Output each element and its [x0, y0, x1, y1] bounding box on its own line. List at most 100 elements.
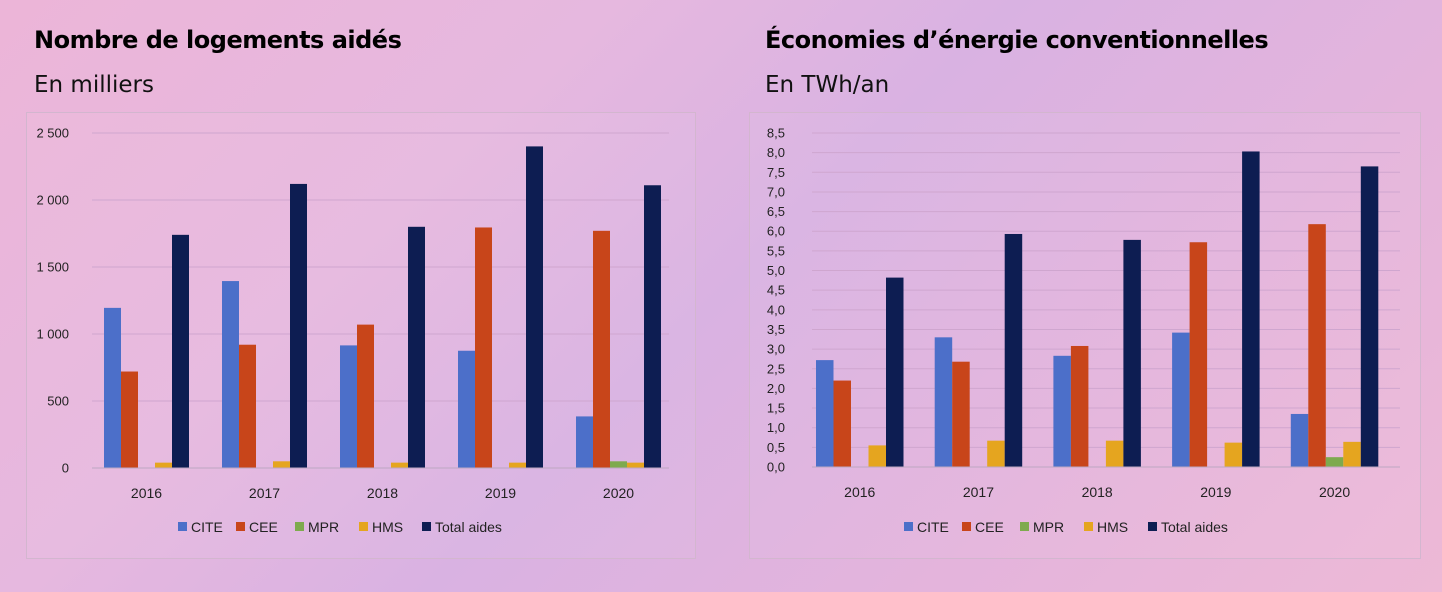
legend-swatch-cee: [236, 522, 245, 531]
legend-swatch-hms: [1084, 522, 1093, 531]
chart-logements: 0 500 1 000 1 500 2 000 2 500 2016 2017 2018 2019…: [36, 126, 669, 535]
legend-label-mpr: MPR: [1033, 519, 1064, 535]
y-tick-label: 4,0: [767, 302, 785, 317]
y-tick-label: 1 000: [36, 327, 69, 342]
bar-hms-2016: [155, 462, 172, 468]
legend-label-cee: CEE: [975, 519, 1004, 535]
legend-label-cite: CITE: [917, 519, 949, 535]
legend-swatch-cite: [178, 522, 187, 531]
y-tick-label: 8,0: [767, 145, 785, 160]
y-tick-label: 3,0: [767, 342, 785, 357]
y-tick-label: 1,0: [767, 420, 785, 435]
legend-swatch-cee: [962, 522, 971, 531]
legend-label-mpr: MPR: [308, 519, 339, 535]
bar-cite-2017: [934, 337, 953, 467]
y-tick-label: 1,5: [767, 401, 785, 416]
x-tick-label: 2016: [131, 485, 162, 501]
y-tick-label: 4,5: [767, 283, 785, 298]
bar-cee-2017: [952, 361, 970, 467]
y-tick-label: 2,0: [767, 381, 785, 396]
legend-swatch-total-aides: [1148, 522, 1157, 531]
bar-cite-2016: [104, 307, 121, 468]
bar-mpr-2020: [610, 461, 627, 468]
y-tick-label: 500: [47, 394, 69, 409]
y-tick-label: 1 500: [36, 260, 69, 275]
x-tick-label: 2017: [249, 485, 280, 501]
y-tick-label: 6,0: [767, 224, 785, 239]
bar-total-aides-2018: [408, 226, 425, 468]
bar-hms-2019: [1224, 442, 1243, 467]
x-tick-label: 2017: [963, 484, 994, 500]
legend-swatch-mpr: [1020, 522, 1029, 531]
x-tick-label: 2020: [1319, 484, 1350, 500]
chart-subtitle-logements: En milliers: [34, 72, 154, 98]
bar-cite-2017: [222, 281, 239, 468]
legend-swatch-total-aides: [422, 522, 431, 531]
bar-cite-2020: [576, 416, 593, 468]
bar-cee-2020: [593, 230, 610, 468]
y-tick-label: 6,5: [767, 204, 785, 219]
bar-cite-2016: [816, 360, 834, 467]
chart-panel-energie: 0,0 0,5 1,0 1,5 2,0 2,5 3,0 3,5 4,0 4,5 5,0 5,5 6,0 6…: [749, 112, 1421, 559]
legend-label-cite: CITE: [191, 519, 223, 535]
y-tick-label: 0: [62, 461, 69, 476]
legend-label-cee: CEE: [249, 519, 278, 535]
bar-hms-2018: [391, 462, 408, 468]
bar-cite-2018: [340, 345, 357, 468]
y-tick-label: 0,5: [767, 440, 785, 455]
legend-label-total-aides: Total aides: [1161, 519, 1228, 535]
bar-hms-2017: [273, 461, 290, 468]
bar-cee-2018: [1070, 345, 1089, 467]
y-tick-label: 5,0: [767, 263, 785, 278]
bar-total-aides-2019: [1242, 151, 1260, 467]
x-tick-label: 2018: [1082, 484, 1113, 500]
chart-panel-logements: 0 500 1 000 1 500 2 000 2 500 2016 2017 2018 2019…: [26, 112, 696, 559]
legend-swatch-hms: [359, 522, 368, 531]
y-tick-label: 5,5: [767, 243, 785, 258]
bar-total-aides-2016: [886, 277, 904, 467]
bar-total-aides-2017: [1004, 233, 1023, 467]
x-tick-label: 2018: [367, 485, 398, 501]
y-tick-label: 7,0: [767, 184, 785, 199]
legend-label-hms: HMS: [372, 519, 403, 535]
y-tick-label: 2 000: [36, 193, 69, 208]
bar-total-aides-2017: [290, 183, 307, 469]
bar-cee-2019: [1189, 242, 1208, 467]
legend-swatch-mpr: [295, 522, 304, 531]
chart-energie: 0,0 0,5 1,0 1,5 2,0 2,5 3,0 3,5 4,0 4,5 5,0 5,5 6,0 6…: [767, 126, 1400, 535]
y-tick-label: 3,5: [767, 322, 785, 337]
legend-label-total-aides: Total aides: [435, 519, 502, 535]
bar-total-aides-2019: [526, 146, 543, 468]
x-tick-label: 2020: [603, 485, 634, 501]
bar-hms-2017: [987, 440, 1005, 467]
bar-hms-2020: [1343, 441, 1361, 467]
bar-mpr-2020: [1325, 457, 1344, 467]
y-tick-label: 0,0: [767, 460, 785, 475]
y-tick-label: 7,5: [767, 165, 785, 180]
bar-cee-2018: [357, 324, 374, 468]
bar-cite-2019: [458, 350, 475, 468]
bar-cee-2017: [239, 344, 256, 468]
bar-cite-2019: [1172, 332, 1190, 467]
bar-cee-2016: [121, 371, 138, 468]
bar-cite-2020: [1290, 413, 1309, 467]
x-tick-label: 2019: [485, 485, 516, 501]
bar-hms-2018: [1105, 440, 1124, 467]
x-tick-label: 2019: [1200, 484, 1231, 500]
bar-cee-2019: [475, 227, 492, 468]
bar-total-aides-2020: [644, 185, 661, 468]
y-tick-label: 2 500: [36, 126, 69, 141]
bar-total-aides-2016: [172, 234, 189, 468]
chart-title-energie: Économies d’énergie conventionnelles: [765, 26, 1269, 54]
bar-cee-2016: [833, 380, 851, 467]
legend-swatch-cite: [904, 522, 913, 531]
chart-subtitle-energie: En TWh/an: [765, 72, 890, 98]
bar-total-aides-2020: [1360, 166, 1379, 467]
bar-cee-2020: [1308, 224, 1326, 467]
bar-hms-2019: [509, 462, 526, 468]
y-tick-label: 2,5: [767, 361, 785, 376]
chart-title-logements: Nombre de logements aidés: [34, 26, 402, 54]
legend-label-hms: HMS: [1097, 519, 1128, 535]
bar-total-aides-2018: [1123, 239, 1141, 467]
bar-cite-2018: [1053, 355, 1071, 467]
